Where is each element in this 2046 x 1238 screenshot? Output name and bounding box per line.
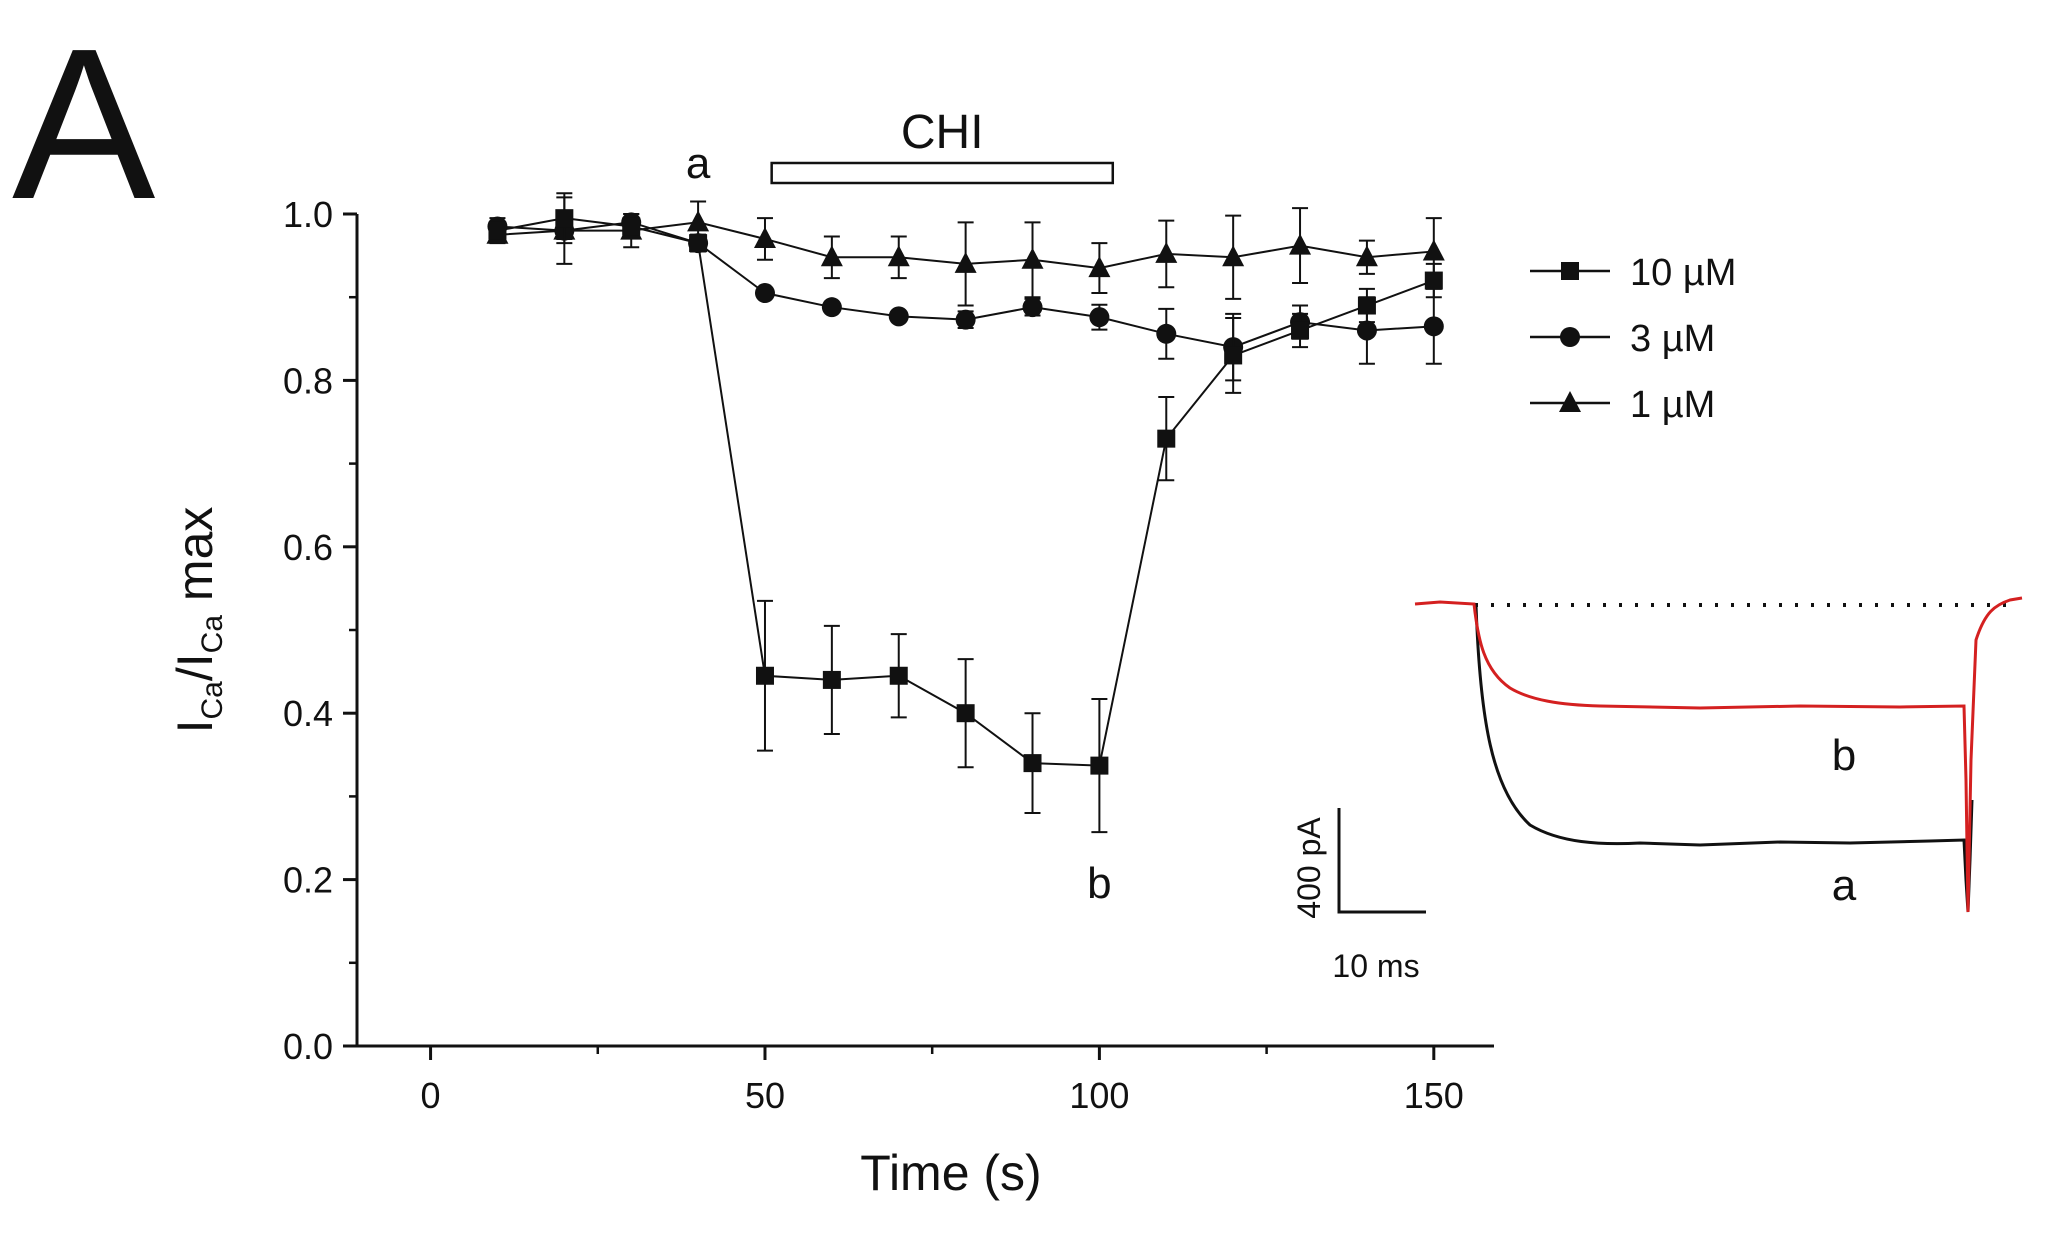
y-tick-label: 0.4 [283,693,333,734]
data-point-triangle [1155,241,1178,263]
data-point-square [822,670,841,689]
x-tick-label: 150 [1404,1075,1464,1116]
y-tick-label: 0.2 [283,860,333,901]
trace-a-label: a [1832,861,1857,910]
scale-x-label: 10 ms [1332,948,1419,984]
data-point-triangle [1289,233,1312,255]
legend-marker-triangle [1559,391,1581,412]
data-point-circle [1022,297,1043,318]
data-point-triangle [753,226,776,248]
data-point-square [1157,429,1176,448]
x-tick-label: 50 [745,1075,785,1116]
data-point-square [889,666,908,685]
data-point-square [755,666,774,685]
data-point-square [1291,321,1310,340]
x-axis-label: Time (s) [860,1145,1041,1201]
series-group [486,192,1445,834]
y-tick-label: 0.0 [283,1026,333,1067]
x-tick-label: 100 [1069,1075,1129,1116]
data-point-triangle [1021,247,1044,269]
y-tick-label: 1.0 [283,194,333,235]
point-b-label: b [1087,859,1111,908]
data-point-circle [1156,323,1177,344]
data-point-circle [821,297,842,318]
scale-y-label: 400 pA [1291,817,1327,919]
legend: 10 µM 3 µM 1 µM [1530,252,1736,426]
data-point-triangle [687,210,710,232]
data-point-square [555,209,574,228]
legend-marker-square [1561,262,1579,280]
trace-b-label: b [1832,731,1856,780]
data-point-triangle [1355,245,1378,267]
data-point-square [956,704,975,723]
data-point-triangle [1422,239,1445,261]
data-point-triangle [1088,256,1111,278]
data-point-circle [1423,316,1444,337]
x-tick-label: 0 [421,1075,441,1116]
trace-b [1414,596,2023,913]
data-point-triangle [887,245,910,267]
chi-bar [770,161,1115,185]
data-point-circle [888,306,909,327]
data-point-square [1424,271,1443,290]
legend-label: 1 µM [1630,384,1715,426]
data-point-circle [1356,320,1377,341]
data-point-square [622,217,641,236]
legend-label: 3 µM [1630,318,1715,360]
data-point-circle [955,309,976,330]
inset-current-traces: b a 400 pA 10 ms [1291,596,2023,984]
series-square [488,192,1443,834]
data-point-square [1023,754,1042,773]
data-point-triangle [820,245,843,267]
y-axis-label: ICa/ICa max [167,507,229,734]
data-point-circle [1089,307,1110,328]
legend-label: 10 µM [1630,252,1736,294]
y-tick-label: 0.6 [283,527,333,568]
chi-label: CHI [901,106,984,159]
data-point-square [1090,756,1109,775]
scale-bar [1337,808,1426,914]
data-point-square [1357,296,1376,315]
panel-label: A [12,3,155,244]
data-point-square [1224,346,1243,365]
data-point-circle [754,283,775,304]
data-point-triangle [1222,245,1245,267]
y-tick-label: 0.8 [283,360,333,401]
legend-marker-circle [1560,327,1580,347]
data-point-square [689,234,708,253]
data-point-square [488,221,507,240]
axes: 0 50 100 150 0.0 0.2 0.4 0.6 0.8 1.0 [283,194,1494,1116]
point-a-label: a [686,139,711,188]
trace-a [1474,604,1974,913]
data-point-triangle [954,251,977,273]
